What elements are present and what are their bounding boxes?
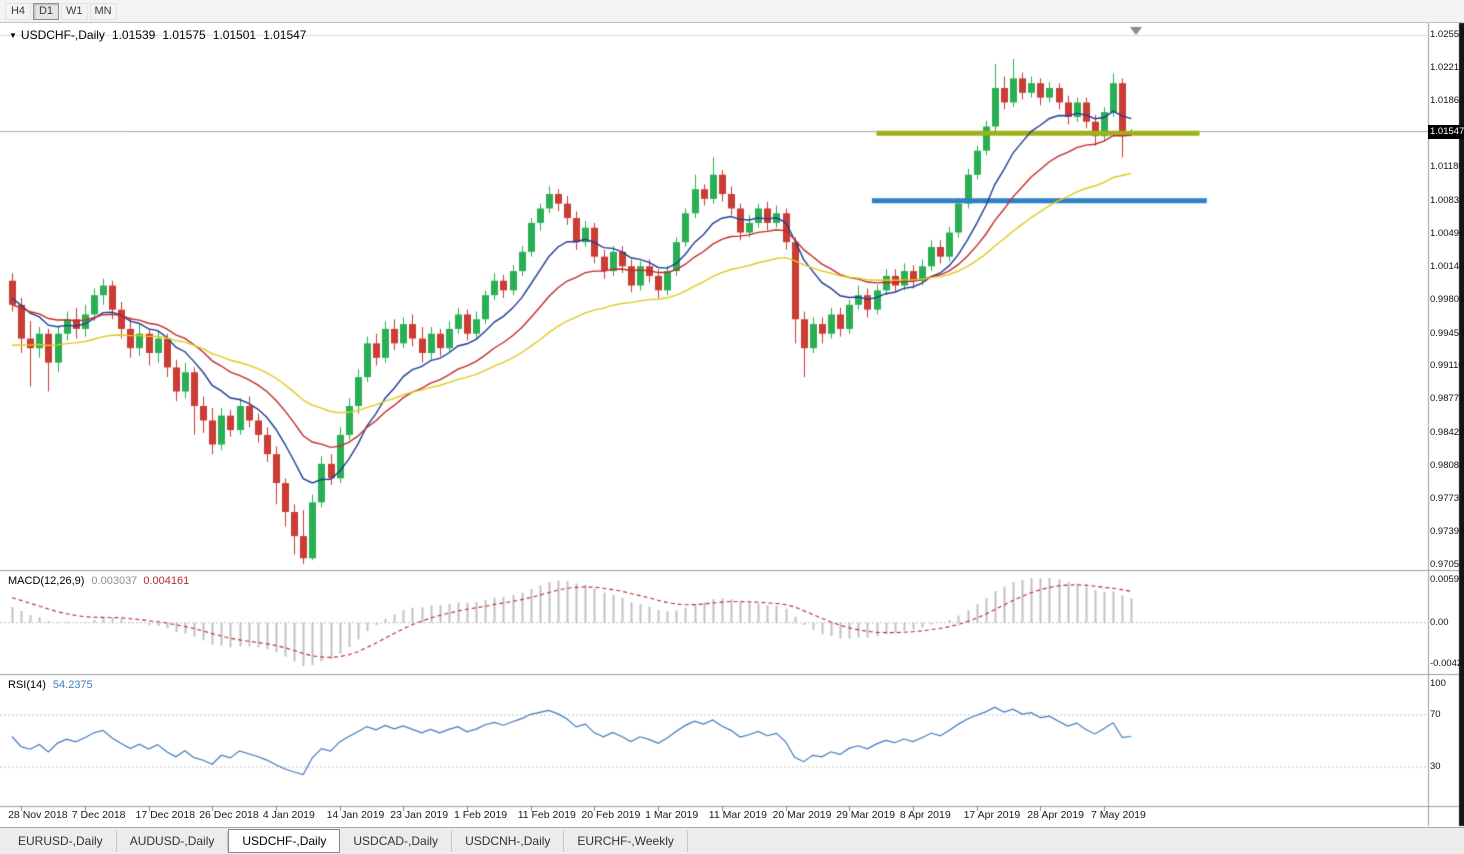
rsi-name: RSI(14) <box>8 679 46 691</box>
date-axis-label: 17 Dec 2018 <box>135 809 196 821</box>
chart-tab-usdchf[interactable]: USDCHF-,Daily <box>228 829 341 853</box>
price-axis-label: 1.00140 <box>1430 261 1464 273</box>
ohlc-open: 1.01539 <box>111 28 156 42</box>
macd-axis-label: -0.00424 <box>1430 658 1464 669</box>
chart-tab-usdcad[interactable]: USDCAD-,Daily <box>340 830 453 852</box>
price-axis-label: 0.97730 <box>1430 493 1464 505</box>
chart-tabs-bar: EURUSD-,Daily AUDUSD-,Daily USDCHF-,Daily U… <box>0 827 1464 854</box>
price-axis-label: 0.97050 <box>1430 559 1464 570</box>
date-axis-label: 7 May 2019 <box>1091 809 1146 821</box>
chart-symbol-title: ▼ USDCHF-,Daily 1.01539 1.01575 1.01501 1.015… <box>9 28 306 42</box>
macd-signal-value: 0.004161 <box>143 575 190 587</box>
price-axis-label: 1.00490 <box>1430 227 1464 239</box>
macd-main-value: 0.003037 <box>91 575 138 587</box>
ohlc-close: 1.01547 <box>263 28 307 42</box>
price-axis-label: 0.98080 <box>1430 459 1464 471</box>
date-axis-label: 28 Nov 2018 <box>8 809 68 821</box>
rsi-value: 54.2375 <box>52 679 93 691</box>
date-axis-label: 11 Mar 2019 <box>708 809 767 821</box>
price-axis-label: 0.98770 <box>1430 393 1464 405</box>
date-axis-label: 14 Jan 2019 <box>326 809 385 821</box>
price-axis-label: 1.01860 <box>1430 95 1464 107</box>
date-axis-label: 8 Apr 2019 <box>899 809 951 821</box>
chart-tab-usdcnh[interactable]: USDCNH-,Daily <box>452 830 565 852</box>
date-axis-label: 20 Mar 2019 <box>772 809 832 821</box>
rsi-axis-label: 70 <box>1430 709 1441 720</box>
bid-price-badge: 1.01547 <box>1428 124 1464 139</box>
price-axis-label: 1.00830 <box>1430 194 1464 206</box>
macd-axis-label: 0.00597 <box>1430 574 1464 585</box>
timeframe-h4-button[interactable]: H4 <box>5 2 31 20</box>
date-axis-label: 17 Apr 2019 <box>963 809 1021 821</box>
price-axis-label: 0.99800 <box>1430 294 1464 305</box>
date-axis-label: 23 Jan 2019 <box>390 809 449 821</box>
rsi-axis-label: 30 <box>1430 761 1441 772</box>
date-axis-label: 1 Feb 2019 <box>454 809 508 821</box>
rsi-indicator-label: RSI(14) 54.2375 <box>8 679 93 691</box>
ohlc-high: 1.01575 <box>162 28 206 42</box>
timeframe-toolbar: H4 D1 W1 MN <box>0 0 1464 23</box>
macd-name: MACD(12,26,9) <box>8 575 85 587</box>
price-axis-label: 0.99110 <box>1430 360 1464 372</box>
date-axis[interactable]: 28 Nov 2018 7 Dec 2018 17 Dec 2018 26 Dec 2… <box>0 807 1428 827</box>
symbol-label: USDCHF-,Daily <box>20 28 105 42</box>
timeframe-w1-button[interactable]: W1 <box>61 2 88 20</box>
date-axis-label: 1 Mar 2019 <box>645 809 699 821</box>
price-axis-label: 1.02210 <box>1430 61 1464 73</box>
bid-price-value: 1.01547 <box>1430 125 1464 137</box>
symbol-dropdown-icon: ▼ <box>9 31 17 40</box>
price-axis-label: 0.99450 <box>1430 327 1464 339</box>
date-axis-label: 26 Dec 2018 <box>199 809 259 821</box>
price-axis-label: 0.98420 <box>1430 426 1464 438</box>
macd-axis-label: 0.00 <box>1430 616 1449 628</box>
date-axis-label: 11 Feb 2019 <box>517 809 576 821</box>
date-axis-label: 4 Jan 2019 <box>262 809 315 821</box>
rsi-axis-label: 100 <box>1430 678 1446 689</box>
chart-tab-eurusd[interactable]: EURUSD-,Daily <box>5 830 117 852</box>
price-axis-label: 1.02550 <box>1430 29 1464 40</box>
price-axis[interactable]: 1.01547 1.02550 1.02210 1.01860 1.01180 1.00… <box>1428 23 1464 826</box>
date-axis-label: 29 Mar 2019 <box>836 809 896 821</box>
price-axis-label: 1.01180 <box>1430 161 1464 173</box>
date-axis-label: 28 Apr 2019 <box>1027 809 1084 821</box>
ohlc-low: 1.01501 <box>212 28 257 42</box>
date-axis-label: 7 Dec 2018 <box>71 809 126 821</box>
price-axis-label: 0.97390 <box>1430 526 1464 538</box>
chart-tab-audusd[interactable]: AUDUSD-,Daily <box>117 830 229 852</box>
date-axis-label: 20 Feb 2019 <box>581 809 641 821</box>
timeframe-mn-button[interactable]: MN <box>89 2 117 20</box>
macd-indicator-label: MACD(12,26,9) 0.003037 0.004161 <box>8 575 189 587</box>
timeframe-d1-button[interactable]: D1 <box>33 2 59 20</box>
chart-tab-eurchf[interactable]: EURCHF-,Weekly <box>564 830 688 852</box>
